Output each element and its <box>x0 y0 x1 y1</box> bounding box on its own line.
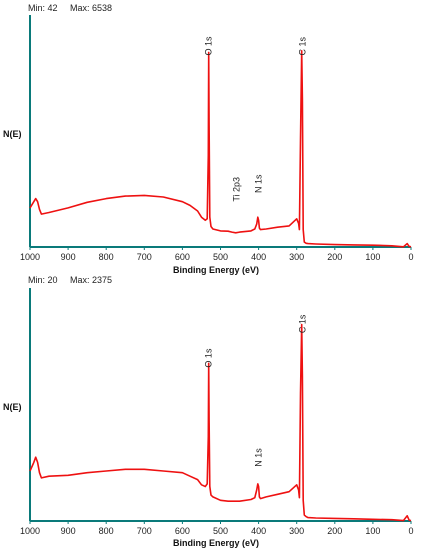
x-tick-label: 900 <box>61 252 76 262</box>
x-tick-label: 400 <box>251 526 266 536</box>
min-value-label: Min: 20 <box>28 275 58 285</box>
x-tick-label: 600 <box>175 526 190 536</box>
x-tick-label: 500 <box>213 252 228 262</box>
x-tick-label: 1000 <box>20 252 40 262</box>
peak-label: C 1s <box>297 37 307 56</box>
x-tick-label: 200 <box>327 526 342 536</box>
y-axis-label: N(E) <box>3 129 22 139</box>
spectrum-line <box>29 49 412 248</box>
x-ticks: 1000 900 800 700 600 500 400 300 200 100 0 <box>20 247 414 262</box>
x-axis-label: Binding Energy (eV) <box>173 538 259 548</box>
x-tick-label: 700 <box>137 252 152 262</box>
x-tick-label: 700 <box>137 526 152 536</box>
peak-label: C 1s <box>297 314 307 333</box>
max-value-label: Max: 6538 <box>70 3 112 13</box>
x-tick-label: 100 <box>365 526 380 536</box>
peak-annotations: O 1s C 1s N 1s Ti 2p3 <box>204 36 308 202</box>
y-axis-label: N(E) <box>3 402 22 412</box>
x-tick-label: 500 <box>213 526 228 536</box>
x-tick-label: 200 <box>327 252 342 262</box>
peak-label: O 1s <box>204 36 214 56</box>
x-tick-label: 400 <box>251 252 266 262</box>
x-tick-label: 0 <box>408 526 413 536</box>
x-tick-label: 800 <box>99 526 114 536</box>
bottom-spectrum-panel: Min: 20 Max: 2375 N(E) Binding Energy (e… <box>3 275 414 548</box>
x-tick-label: 1000 <box>20 526 40 536</box>
x-tick-label: 600 <box>175 252 190 262</box>
peak-label: Ti 2p3 <box>232 177 242 202</box>
x-tick-label: 900 <box>61 526 76 536</box>
x-tick-label: 300 <box>289 526 304 536</box>
peak-label: N 1s <box>254 174 264 193</box>
x-axis-label: Binding Energy (eV) <box>173 265 259 275</box>
peak-label: N 1s <box>254 448 264 467</box>
x-tick-label: 100 <box>365 252 380 262</box>
peak-label: O 1s <box>204 348 214 368</box>
x-ticks: 1000 900 800 700 600 500 400 300 200 100 0 <box>20 521 414 536</box>
x-tick-label: 0 <box>408 252 413 262</box>
x-tick-label: 300 <box>289 252 304 262</box>
peak-annotations: O 1s C 1s N 1s <box>204 314 308 467</box>
x-tick-label: 800 <box>99 252 114 262</box>
min-value-label: Min: 42 <box>28 3 58 13</box>
top-spectrum-panel: Min: 42 Max: 6538 N(E) Binding Energy (e… <box>3 3 414 275</box>
spectrum-line <box>29 323 412 522</box>
max-value-label: Max: 2375 <box>70 275 112 285</box>
